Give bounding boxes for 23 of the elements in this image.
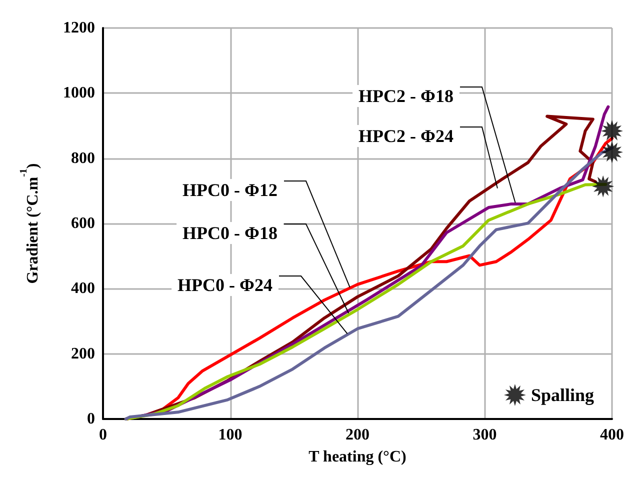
annotation: HPC0 - Φ12 <box>182 180 278 200</box>
x-tick-label: 300 <box>472 426 497 444</box>
y-tick-label: 200 <box>71 345 95 362</box>
x-tick-label: 200 <box>346 426 370 444</box>
x-axis-title: T heating (°C) <box>308 448 406 466</box>
y-axis-title: Gradient (°C.m-1) <box>18 163 42 284</box>
x-tick-label: 400 <box>600 426 624 444</box>
point <box>592 175 614 198</box>
annotation: HPC0 - Φ18 <box>182 223 278 243</box>
y-tick-label: 1000 <box>63 84 95 102</box>
y-tick-label: 400 <box>71 280 95 298</box>
annotation: HPC2 - Φ18 <box>358 86 454 106</box>
x-tick-label: 0 <box>99 426 107 444</box>
point <box>601 141 623 164</box>
y-tick-label: 600 <box>71 215 95 232</box>
annotation: HPC0 - Φ24 <box>178 275 272 295</box>
y-tick-label: 0 <box>87 410 95 428</box>
x-tick-label: 100 <box>218 426 242 444</box>
y-tick-label: 1200 <box>63 20 95 36</box>
legend-label: Spalling <box>530 385 594 405</box>
annotation: HPC2 - Φ24 <box>358 126 454 146</box>
y-tick-label: 800 <box>71 150 95 167</box>
point <box>601 120 623 142</box>
